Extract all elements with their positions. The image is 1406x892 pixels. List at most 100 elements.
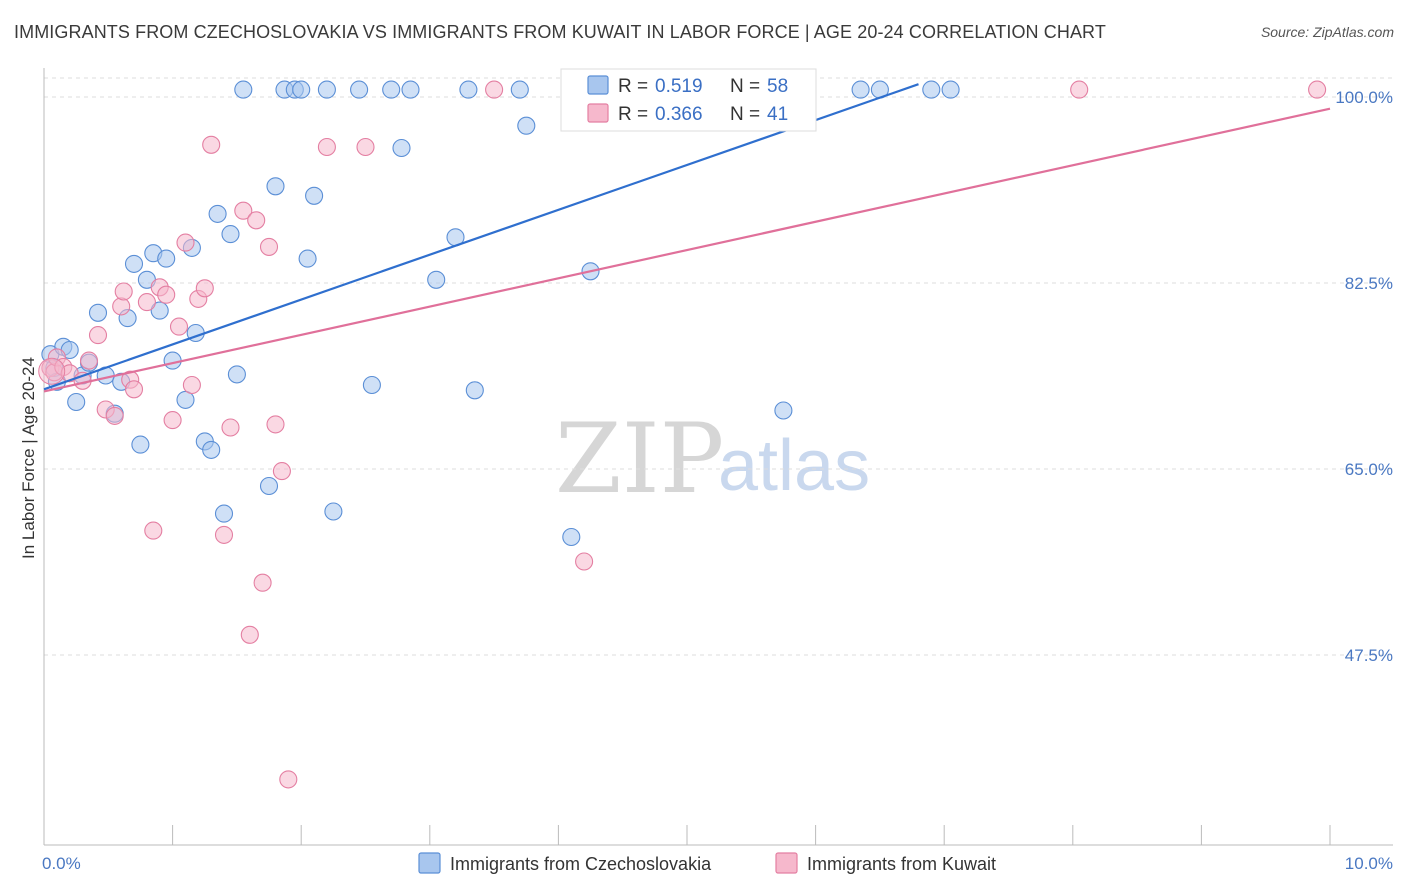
series-kuwait-points [38, 80, 1327, 789]
czechoslovakia-point-13 [124, 254, 144, 273]
kuwait-point-15 [144, 521, 163, 540]
czechoslovakia-point-56 [922, 80, 941, 99]
czechoslovakia-point-37 [317, 80, 336, 99]
legend-swatch-blue [587, 75, 609, 95]
y-tick-label-2: 82.5% [1345, 274, 1393, 293]
czechoslovakia-point-44 [427, 270, 446, 289]
kuwait-point-6 [79, 351, 99, 370]
kuwait-point-11 [114, 282, 133, 301]
kuwait-point-21 [182, 375, 201, 395]
czechoslovakia-point-18 [157, 249, 176, 268]
kuwait-point-19 [169, 317, 189, 336]
watermark: ZIP atlas [555, 403, 870, 515]
kuwait-trend-line [43, 107, 1331, 393]
kuwait-point-24 [202, 135, 221, 154]
legend-swatch-kuwait [775, 852, 798, 874]
legend-swatch-pink [587, 103, 609, 123]
kuwait-point-13 [124, 380, 144, 399]
x-tick-label-1: 10.0% [1345, 854, 1393, 873]
czechoslovakia-trend-line [43, 83, 919, 391]
legend-r-value-pink: 0.366 [655, 104, 703, 125]
watermark-zip: ZIP [555, 403, 724, 515]
czechoslovakia-point-46 [459, 80, 478, 99]
czechoslovakia-point-54 [851, 80, 870, 99]
kuwait-point-38 [575, 552, 594, 571]
legend-label-kuwait: Immigrants from Kuwait [807, 854, 996, 874]
czechoslovakia-point-41 [382, 80, 401, 99]
axes [43, 68, 1393, 846]
tick-labels: 47.5% 65.0% 82.5% 100.0% 0.0% 10.0% [42, 88, 1393, 873]
series-legend: Immigrants from Czechoslovakia Immigrant… [418, 852, 996, 874]
kuwait-point-33 [272, 462, 291, 481]
kuwait-point-20 [176, 233, 195, 252]
kuwait-point-31 [259, 237, 279, 256]
legend-n-value-pink: 41 [767, 104, 788, 125]
correlation-legend: R = 0.519 N = 58 R = 0.366 N = 41 [560, 68, 817, 132]
czechoslovakia-point-14 [131, 435, 150, 454]
kuwait-point-29 [247, 211, 266, 230]
czechoslovakia-point-38 [324, 502, 343, 521]
czechoslovakia-point-35 [298, 249, 317, 268]
czechoslovakia-point-50 [562, 527, 581, 547]
czechoslovakia-point-39 [350, 80, 369, 99]
czechoslovakia-point-29 [234, 80, 253, 99]
czechoslovakia-point-34 [292, 80, 311, 99]
kuwait-point-37 [485, 80, 504, 99]
kuwait-cluster-point [38, 357, 66, 385]
kuwait-point-14 [137, 293, 156, 312]
watermark-atlas: atlas [718, 426, 870, 506]
y-tick-label-1: 65.0% [1345, 460, 1393, 479]
chart-title: IMMIGRANTS FROM CZECHOSLOVAKIA VS IMMIGR… [14, 22, 1106, 42]
y-axis-label: In Labor Force | Age 20-24 [19, 357, 38, 559]
legend-label-czechoslovakia: Immigrants from Czechoslovakia [450, 854, 712, 874]
kuwait-point-17 [157, 285, 176, 304]
kuwait-point-36 [356, 137, 375, 157]
kuwait-point-40 [1308, 80, 1327, 99]
czechoslovakia-point-42 [392, 138, 411, 158]
trend-lines [43, 83, 1331, 393]
kuwait-point-25 [214, 525, 234, 544]
y-tick-label-0: 47.5% [1345, 646, 1393, 665]
czechoslovakia-point-17 [150, 301, 169, 320]
grid-lines [44, 77, 1393, 656]
kuwait-point-18 [163, 411, 182, 430]
czechoslovakia-point-57 [941, 80, 960, 99]
czechoslovakia-point-20 [176, 390, 195, 409]
kuwait-point-35 [317, 137, 336, 157]
czechoslovakia-point-47 [465, 381, 484, 400]
kuwait-point-28 [240, 625, 259, 644]
czechoslovakia-point-24 [202, 440, 221, 459]
legend-swatch-czechoslovakia [418, 852, 441, 874]
czechoslovakia-point-36 [305, 186, 324, 205]
czechoslovakia-point-5 [67, 392, 86, 412]
czechoslovakia-point-28 [227, 365, 246, 384]
kuwait-point-32 [266, 415, 285, 434]
kuwait-point-39 [1070, 80, 1089, 99]
kuwait-point-34 [279, 770, 298, 789]
source-credit: Source: ZipAtlas.com [1260, 24, 1394, 40]
czechoslovakia-point-30 [259, 476, 279, 496]
czechoslovakia-point-48 [510, 80, 529, 99]
czechoslovakia-point-53 [774, 401, 793, 420]
legend-n-label-pink: N = [730, 104, 760, 125]
kuwait-point-30 [253, 573, 272, 592]
czechoslovakia-point-31 [266, 177, 285, 196]
legend-r-label-blue: R = [618, 76, 648, 97]
kuwait-point-23 [195, 279, 214, 298]
legend-r-value-blue: 0.519 [655, 76, 703, 97]
kuwait-point-9 [105, 406, 124, 425]
czechoslovakia-point-40 [362, 375, 381, 395]
kuwait-point-10 [112, 297, 131, 316]
kuwait-point-7 [88, 326, 108, 345]
legend-n-label-blue: N = [730, 76, 760, 97]
czechoslovakia-point-49 [517, 116, 536, 135]
kuwait-point-26 [221, 418, 240, 437]
czechoslovakia-point-26 [214, 504, 234, 523]
czechoslovakia-point-19 [163, 351, 182, 370]
kuwait-point-27 [234, 201, 253, 220]
czechoslovakia-point-43 [401, 80, 420, 99]
czechoslovakia-point-25 [208, 204, 227, 223]
czechoslovakia-point-8 [88, 303, 108, 322]
legend-r-label-pink: R = [618, 104, 648, 125]
